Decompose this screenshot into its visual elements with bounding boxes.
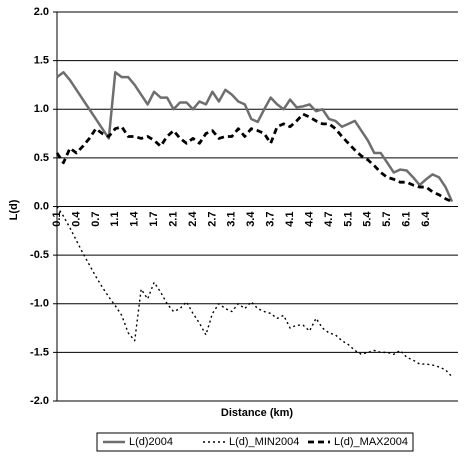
- x-tick-label: 3.1: [226, 212, 238, 227]
- legend-label: L(d)2004: [129, 436, 173, 448]
- y-tick-label: 1.5: [34, 55, 49, 67]
- series-line: [56, 206, 453, 378]
- x-tick-label: 2.4: [187, 211, 199, 227]
- x-tick-label: 0.7: [90, 212, 102, 227]
- x-tick-label: 4.7: [323, 212, 335, 227]
- x-tick-label: 3.4: [245, 211, 257, 227]
- y-tick-label: 2.0: [34, 6, 49, 18]
- x-tick-label: 5.7: [381, 212, 393, 227]
- y-tick-label: 1.0: [34, 103, 49, 115]
- x-tick-label: 0.1: [51, 212, 63, 227]
- y-tick-label: -0.5: [30, 249, 49, 261]
- legend-label: L(d)_MIN2004: [229, 436, 299, 448]
- y-tick-label: 0.0: [34, 200, 49, 212]
- x-tick-label: 0.4: [70, 211, 82, 227]
- x-tick-label: 4.4: [303, 211, 315, 227]
- x-tick-label: 6.1: [401, 212, 413, 227]
- y-tick-label: -1.0: [30, 298, 49, 310]
- x-tick-label: 6.4: [420, 211, 432, 227]
- x-tick-label: 2.1: [167, 212, 179, 227]
- y-tick-label: -1.5: [30, 346, 49, 358]
- x-tick-label: 1.7: [148, 212, 160, 227]
- x-tick-label: 5.4: [362, 211, 374, 227]
- x-tick-label: 5.1: [342, 212, 354, 227]
- x-axis-title: Distance (km): [221, 407, 293, 419]
- legend-box: [96, 432, 414, 452]
- x-tick-label: 3.7: [265, 212, 277, 227]
- y-axis-title: L(d): [8, 199, 20, 220]
- y-tick-label: 0.5: [34, 152, 49, 164]
- y-tick-label: -2.0: [30, 395, 49, 407]
- x-tick-label: 1.4: [129, 211, 141, 227]
- x-tick-label: 4.1: [284, 212, 296, 227]
- x-tick-label: 2.7: [206, 212, 218, 227]
- legend-label: L(d)_MAX2004: [334, 436, 408, 448]
- series-line: [56, 71, 454, 203]
- x-tick-label: 1.1: [109, 212, 121, 227]
- series-line: [55, 112, 453, 203]
